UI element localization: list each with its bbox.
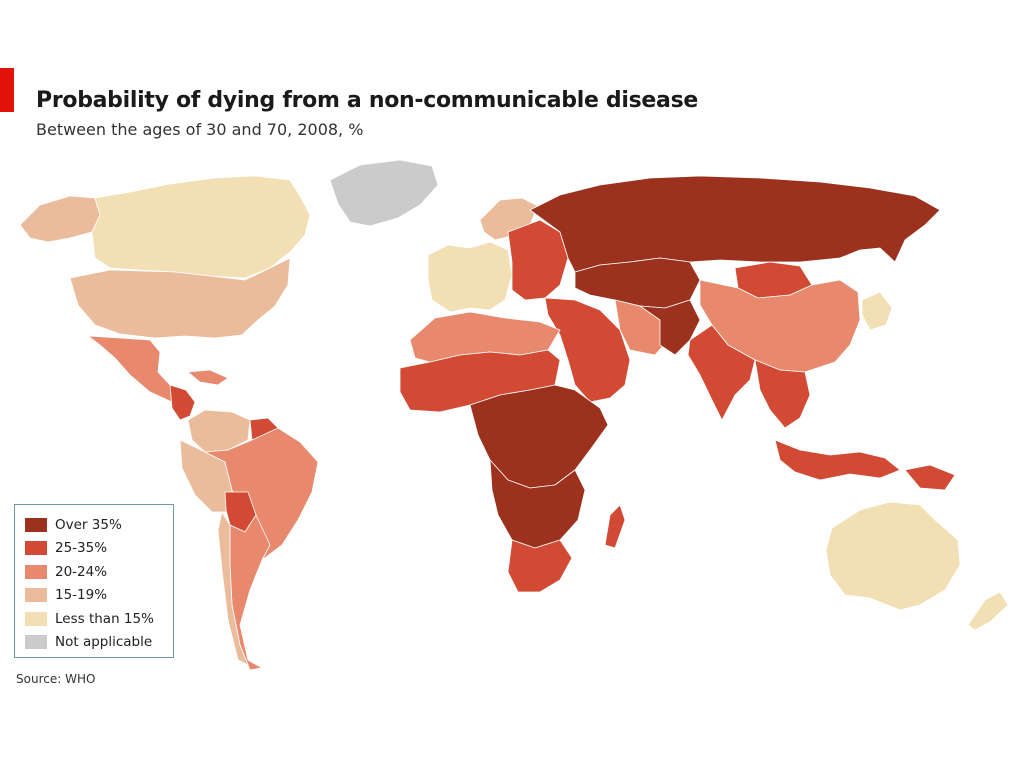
world-map bbox=[19, 159, 1009, 670]
region-indonesia bbox=[774, 439, 901, 481]
region-middle-east bbox=[544, 297, 631, 403]
region-central-america bbox=[169, 384, 196, 421]
legend: Over 35% 25-35% 20-24% 15-19% Less than … bbox=[14, 504, 174, 658]
legend-item-not-applicable: Not applicable bbox=[25, 631, 173, 655]
region-greenland bbox=[329, 159, 439, 227]
legend-swatch bbox=[25, 541, 47, 556]
legend-item-less-than-15: Less than 15% bbox=[25, 607, 173, 631]
legend-swatch bbox=[25, 611, 47, 626]
legend-item-15-19: 15-19% bbox=[25, 584, 173, 608]
legend-item-25-35: 25-35% bbox=[25, 537, 173, 561]
chart-subtitle: Between the ages of 30 and 70, 2008, % bbox=[36, 120, 364, 139]
region-southeast-asia bbox=[754, 359, 811, 429]
region-russia bbox=[529, 175, 941, 273]
legend-item-over-35: Over 35% bbox=[25, 513, 173, 537]
legend-swatch bbox=[25, 517, 47, 532]
region-south-asia bbox=[687, 324, 756, 421]
region-mexico bbox=[87, 335, 183, 403]
legend-swatch bbox=[25, 635, 47, 650]
region-eastern-europe bbox=[507, 219, 569, 301]
region-papua-new-guinea bbox=[904, 464, 956, 491]
region-united-states bbox=[69, 257, 291, 339]
region-southern-africa bbox=[489, 459, 586, 549]
region-western-europe bbox=[427, 241, 513, 313]
region-chile bbox=[217, 511, 249, 666]
region-alaska bbox=[19, 195, 101, 243]
region-canada bbox=[91, 175, 311, 279]
legend-label: Over 35% bbox=[55, 516, 122, 533]
source-note: Source: WHO bbox=[16, 672, 96, 686]
legend-swatch bbox=[25, 564, 47, 579]
region-colombia-venezuela bbox=[187, 409, 251, 453]
region-australia bbox=[825, 501, 961, 611]
legend-swatch bbox=[25, 588, 47, 603]
region-madagascar bbox=[604, 504, 626, 549]
region-japan-korea bbox=[861, 291, 893, 331]
legend-label: 20-24% bbox=[55, 563, 108, 580]
legend-label: 25-35% bbox=[55, 540, 108, 557]
legend-label: Less than 15% bbox=[55, 610, 154, 627]
chart-title: Probability of dying from a non-communic… bbox=[36, 88, 698, 113]
region-new-zealand bbox=[967, 591, 1009, 631]
legend-label: 15-19% bbox=[55, 587, 108, 604]
legend-label: Not applicable bbox=[55, 634, 153, 651]
region-caribbean bbox=[187, 369, 229, 386]
region-south-africa bbox=[507, 539, 573, 593]
legend-item-20-24: 20-24% bbox=[25, 560, 173, 584]
accent-tab bbox=[0, 68, 14, 112]
